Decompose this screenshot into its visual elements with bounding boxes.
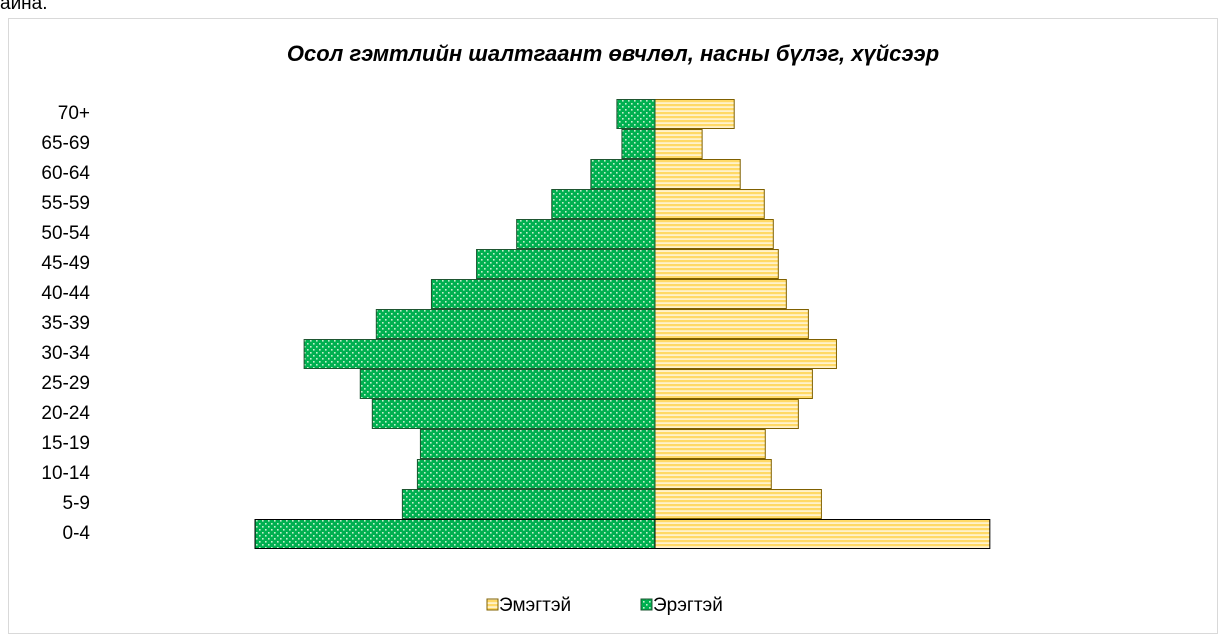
bar — [654, 189, 765, 219]
y-tick-label: 30-34 — [41, 343, 90, 364]
y-tick-label: 50-54 — [41, 223, 90, 244]
y-tick-label: 20-24 — [41, 403, 90, 424]
bar — [371, 399, 656, 429]
y-tick-label: 55-59 — [41, 193, 90, 214]
bar — [654, 219, 774, 249]
chart-title: Осол гэмтлийн шалтгаант өвчлөл, насны бү… — [287, 41, 939, 66]
bar — [654, 369, 813, 399]
bar — [654, 309, 809, 339]
bar — [654, 459, 772, 489]
y-tick-label: 70+ — [58, 103, 90, 124]
bar — [359, 369, 656, 399]
y-tick-label: 40-44 — [41, 283, 90, 304]
top-fragment: айна. — [0, 0, 48, 14]
bar — [476, 249, 656, 279]
bar — [254, 519, 656, 549]
bar — [654, 129, 703, 159]
y-tick-label: 35-39 — [41, 313, 90, 334]
bar — [303, 339, 656, 369]
y-tick-label: 5-9 — [63, 493, 90, 514]
y-tick-label: 60-64 — [41, 163, 90, 184]
y-tick-label: 25-29 — [41, 373, 90, 394]
bar — [654, 399, 799, 429]
bar — [590, 159, 656, 189]
bar — [551, 189, 656, 219]
bar — [654, 99, 735, 129]
legend-label: Эмэгтэй — [499, 595, 571, 616]
bar — [654, 279, 787, 309]
bar — [616, 99, 656, 129]
bar — [654, 339, 837, 369]
y-tick-label: 15-19 — [41, 433, 90, 454]
y-tick-label: 65-69 — [41, 133, 90, 154]
bar — [654, 159, 741, 189]
bar — [621, 129, 656, 159]
bar — [654, 429, 766, 459]
legend-label: Эрэгтэй — [653, 595, 723, 616]
y-tick-label: 0-4 — [63, 523, 91, 544]
bar — [516, 219, 656, 249]
bar — [654, 249, 779, 279]
y-tick-label: 10-14 — [41, 463, 90, 484]
bar — [416, 459, 656, 489]
bar — [375, 309, 656, 339]
bar — [419, 429, 656, 459]
legend-swatch — [486, 598, 499, 611]
bar — [401, 489, 656, 519]
bar — [654, 519, 991, 549]
bar — [430, 279, 656, 309]
bar — [654, 489, 822, 519]
y-tick-label: 45-49 — [41, 253, 90, 274]
legend-swatch — [640, 598, 653, 611]
